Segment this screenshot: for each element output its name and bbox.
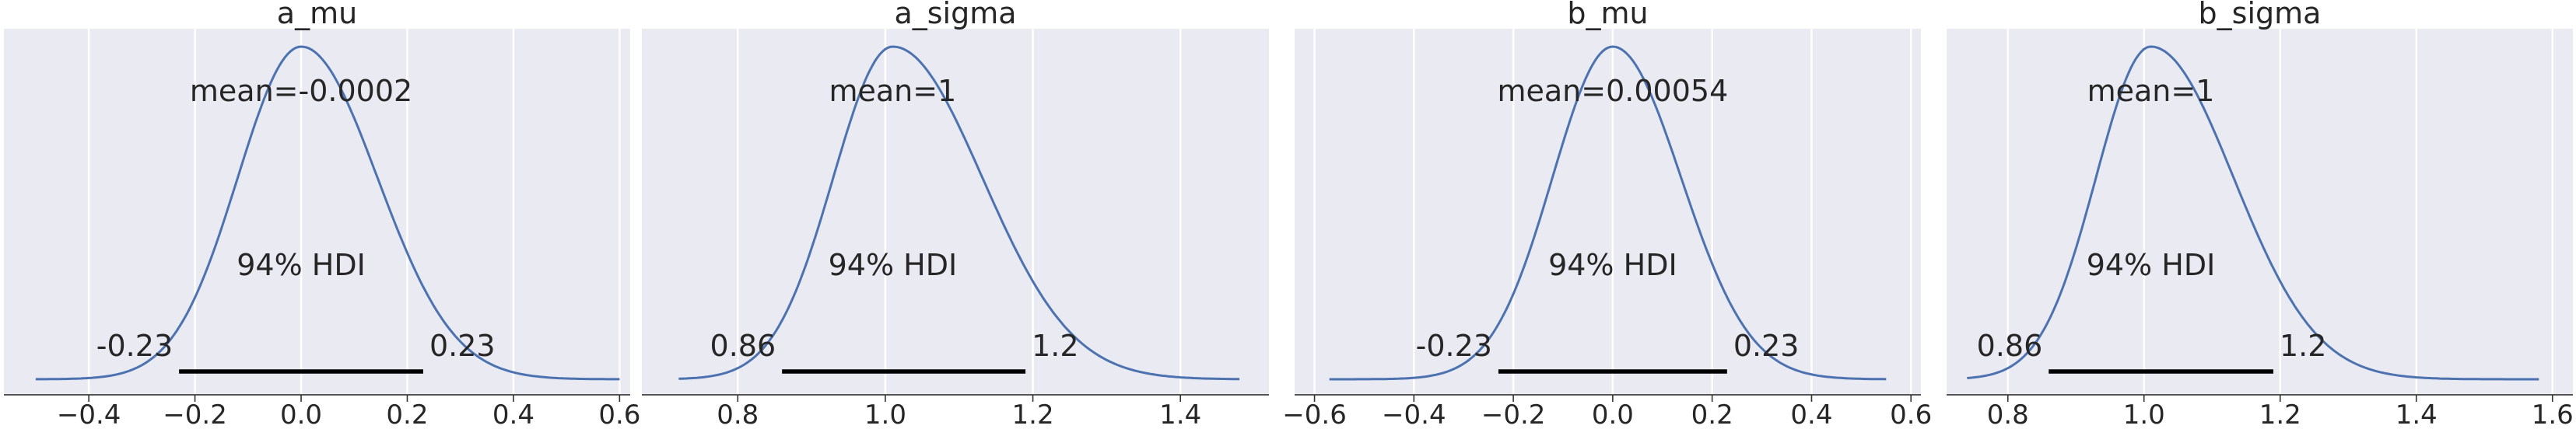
kde-curve	[678, 45, 1240, 381]
x-tick-label: 1.0	[864, 399, 906, 429]
chart-panel-a_mu: −0.4 −0.2 0.0 0.2 0.4 0.6 a_mu mean=-0.0002 94% …	[4, 0, 640, 429]
kde-curve	[1329, 45, 1887, 381]
x-tick-label: 1.2	[2259, 399, 2301, 429]
mean-label: mean=1	[829, 74, 957, 108]
hdi-upper-label: 0.23	[429, 329, 496, 363]
kde-curve	[35, 45, 620, 381]
chart-panel-b_sigma: 0.8 1.0 1.2 1.4 1.6 b_sigma mean=1 94% HDI 0.86 1…	[1947, 0, 2574, 429]
plot-background	[642, 29, 1269, 395]
mean-label: mean=-0.0002	[190, 74, 412, 108]
x-tick-label: −0.2	[163, 399, 227, 429]
hdi-upper-label: 1.2	[1032, 329, 1078, 363]
hdi-label: 94% HDI	[829, 248, 958, 282]
x-tick-label: 0.4	[1790, 399, 1832, 429]
x-tick-label: 0.6	[598, 399, 640, 429]
x-tick-label: 0.2	[386, 399, 428, 429]
hdi-label: 94% HDI	[1548, 248, 1677, 282]
panel-title: a_mu	[277, 0, 357, 30]
hdi-lower-label: 0.86	[1977, 329, 2043, 363]
hdi-lower-label: 0.86	[710, 329, 776, 363]
x-tick-label: −0.4	[1382, 399, 1446, 429]
hdi-upper-label: 1.2	[2280, 329, 2326, 363]
panel-title: b_mu	[1567, 0, 1648, 30]
hdi-lower-label: -0.23	[96, 329, 173, 363]
x-tick-label: −0.4	[57, 399, 121, 429]
x-tick-label: 1.4	[2396, 399, 2438, 429]
chart-panel-b_mu: −0.6 −0.4 −0.2 0.0 0.2 0.4 0.6 b_mu mean=0.00054…	[1282, 0, 1932, 429]
x-tick-label: 0.8	[717, 399, 759, 429]
x-tick-label: 0.6	[1890, 399, 1932, 429]
panel-title: b_sigma	[2199, 0, 2322, 30]
x-tick-label: 0.8	[1987, 399, 2029, 429]
x-tick-label: 1.0	[2123, 399, 2165, 429]
x-tick-label: −0.6	[1282, 399, 1347, 429]
x-tick-label: 1.2	[1012, 399, 1054, 429]
chart-panel-a_sigma: 0.8 1.0 1.2 1.4 a_sigma mean=1 94% HDI 0.86 1.2	[642, 0, 1269, 429]
panel-title: a_sigma	[894, 0, 1016, 30]
hdi-label: 94% HDI	[237, 248, 366, 282]
hdi-upper-label: 0.23	[1733, 329, 1800, 363]
x-tick-label: 0.0	[280, 399, 322, 429]
x-tick-label: 0.0	[1592, 399, 1634, 429]
x-tick-label: 1.4	[1159, 399, 1201, 429]
kde-curve	[1967, 45, 2539, 381]
x-tick-label: −0.2	[1481, 399, 1546, 429]
plot-background	[1947, 29, 2573, 395]
hdi-label: 94% HDI	[2087, 248, 2216, 282]
hdi-lower-label: -0.23	[1416, 329, 1492, 363]
plot-background	[4, 29, 630, 395]
x-tick-label: 1.6	[2532, 399, 2574, 429]
mean-label: mean=0.00054	[1498, 74, 1729, 108]
plot-background	[1295, 29, 1921, 395]
x-tick-label: 0.2	[1691, 399, 1733, 429]
mean-label: mean=1	[2087, 74, 2215, 108]
x-tick-label: 0.4	[492, 399, 534, 429]
